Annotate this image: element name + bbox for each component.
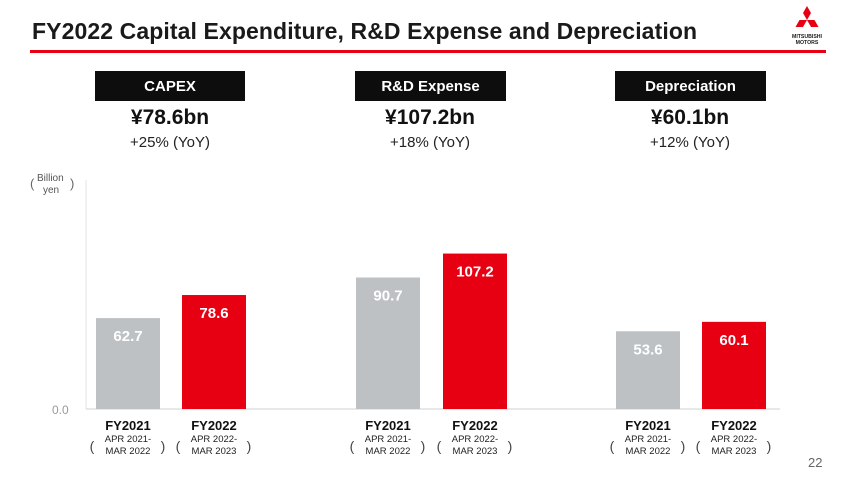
three-diamonds-icon xyxy=(795,6,819,27)
category-label: FY2022 xyxy=(191,418,237,433)
unit-line2: yen xyxy=(43,185,60,196)
title-underline xyxy=(30,50,826,53)
category-period-end: MAR 2022 xyxy=(626,446,671,457)
paren-close: ) xyxy=(681,438,686,454)
category-period-end: MAR 2022 xyxy=(106,446,151,457)
depreciation-label-box: Depreciation xyxy=(615,71,766,101)
rd-expense-value: ¥107.2bn xyxy=(385,106,475,129)
logo-text-line1: MITSUBISHI xyxy=(792,34,822,40)
page-number: 22 xyxy=(808,455,823,470)
paren-close: ) xyxy=(247,438,252,454)
paren-close: ) xyxy=(421,438,426,454)
paren-open: ( xyxy=(176,438,181,454)
paren-close: ) xyxy=(508,438,513,454)
data-label: 78.6 xyxy=(199,305,228,322)
depreciation-yoy: +12% (YoY) xyxy=(650,134,730,151)
category-label: FY2022 xyxy=(711,418,757,433)
category-period-end: MAR 2023 xyxy=(192,446,237,457)
bar-depreciation-fy2021 xyxy=(616,331,680,409)
depreciation-value: ¥60.1bn xyxy=(650,106,730,129)
paren-open: ( xyxy=(610,438,615,454)
paren-close: ) xyxy=(161,438,166,454)
paren-open: ( xyxy=(90,438,95,454)
category-period-start: APR 2022- xyxy=(711,434,757,445)
category-period-start: APR 2021- xyxy=(625,434,671,445)
logo-text-line2: MOTORS xyxy=(795,40,819,46)
unit-line1: Billion xyxy=(37,173,64,184)
bar-r-d-expense-fy2021 xyxy=(356,277,420,409)
data-label: 60.1 xyxy=(719,332,748,349)
bar-capex-fy2021 xyxy=(96,318,160,409)
category-period-start: APR 2021- xyxy=(105,434,151,445)
category-label: FY2022 xyxy=(452,418,498,433)
capex-yoy: +25% (YoY) xyxy=(130,134,210,151)
capex-label-box: CAPEX xyxy=(95,71,245,101)
category-period-end: MAR 2022 xyxy=(366,446,411,457)
page-title: FY2022 Capital Expenditure, R&D Expense … xyxy=(32,18,698,44)
y-axis-unit: ( Billion yen ) xyxy=(30,173,75,196)
mitsubishi-logo: MITSUBISHI MOTORS xyxy=(784,6,830,48)
bar-depreciation-fy2022 xyxy=(702,321,766,409)
category-label: FY2021 xyxy=(105,418,151,433)
data-label: 62.7 xyxy=(113,328,142,345)
paren-open: ( xyxy=(350,438,355,454)
rd-expense-yoy: +18% (YoY) xyxy=(390,134,470,151)
category-period-start: APR 2021- xyxy=(365,434,411,445)
zero-tick-label: 0.0 xyxy=(52,403,69,417)
bar-capex-fy2022 xyxy=(182,295,246,409)
bar-r-d-expense-fy2022 xyxy=(443,253,507,409)
category-period-end: MAR 2023 xyxy=(712,446,757,457)
data-label: 53.6 xyxy=(633,341,662,358)
paren-open: ( xyxy=(437,438,442,454)
rd-expense-label-box: R&D Expense xyxy=(355,71,506,101)
data-label: 90.7 xyxy=(373,287,402,304)
paren-open: ( xyxy=(696,438,701,454)
category-period-start: APR 2022- xyxy=(452,434,498,445)
paren-close: ) xyxy=(767,438,772,454)
category-label: FY2021 xyxy=(365,418,411,433)
category-period-end: MAR 2023 xyxy=(453,446,498,457)
category-label: FY2021 xyxy=(625,418,671,433)
data-label: 107.2 xyxy=(456,264,494,281)
capex-value: ¥78.6bn xyxy=(130,106,210,129)
category-period-start: APR 2022- xyxy=(191,434,237,445)
